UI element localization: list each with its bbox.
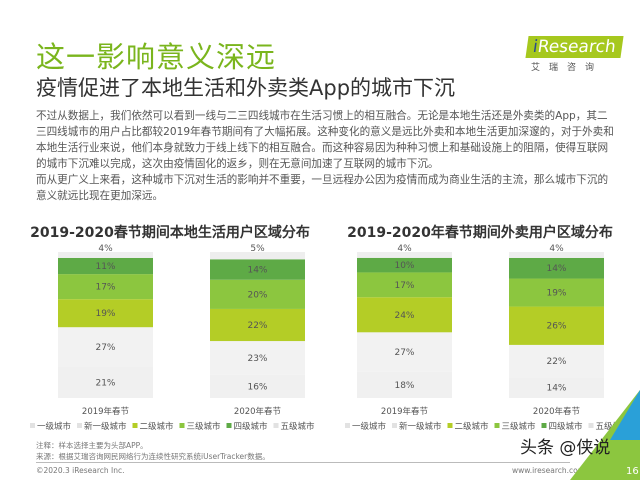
data-label: 26% xyxy=(546,322,566,332)
bar-segment xyxy=(210,308,305,342)
bar-segment xyxy=(210,252,305,260)
data-label: 19% xyxy=(95,309,115,319)
data-label: 5% xyxy=(250,244,265,254)
legend-label: 三级城市 xyxy=(502,421,537,432)
data-label: 22% xyxy=(546,357,566,367)
legend-label: 一级城市 xyxy=(37,421,72,432)
bar-segment xyxy=(210,259,305,280)
legend-swatch xyxy=(179,423,185,428)
bar-segment xyxy=(357,332,452,372)
legend-swatch xyxy=(392,423,397,428)
bar-segment xyxy=(509,344,604,378)
bar-segment xyxy=(357,297,452,333)
data-label: 11% xyxy=(95,262,115,272)
legend-swatch xyxy=(447,423,453,428)
bar-segment xyxy=(58,252,153,258)
legend-label: 四级城市 xyxy=(549,421,584,432)
category-label: 2019年春节 xyxy=(381,406,429,417)
page-subtitle: 疫情促进了本地生活和外卖类App的城市下沉 xyxy=(36,76,456,100)
data-label: 4% xyxy=(549,244,564,254)
data-label: 18% xyxy=(394,381,414,391)
corner-decoration xyxy=(610,390,640,440)
legend-label: 新一级城市 xyxy=(84,421,127,432)
legend-swatch xyxy=(226,423,232,428)
bar-segment xyxy=(210,374,305,398)
page-title: 这一影响意义深远 xyxy=(36,40,277,74)
chart-title-local-life: 2019-2020春节期间本地生活用户区域分布 xyxy=(30,225,310,241)
footer-divider xyxy=(36,462,570,463)
legend-swatch xyxy=(273,423,279,428)
bar-segment xyxy=(58,274,153,300)
category-label: 2020年春节 xyxy=(234,406,282,417)
iresearch-logo: iResearch 艾瑞咨询 xyxy=(525,36,633,73)
bar-segment xyxy=(58,327,153,368)
bar-segment xyxy=(509,306,604,345)
bar-segment xyxy=(509,252,604,258)
bar-segment xyxy=(509,278,604,307)
data-label: 4% xyxy=(397,244,412,254)
data-label: 4% xyxy=(98,244,113,254)
data-label: 14% xyxy=(247,266,267,276)
legend-swatch xyxy=(132,423,138,428)
data-label: 23% xyxy=(247,354,267,364)
category-label: 2020年春节 xyxy=(533,406,581,417)
legend-label: 四级城市 xyxy=(234,421,269,432)
legend-swatch xyxy=(345,423,350,428)
bar-segment xyxy=(509,257,604,279)
bar-segment xyxy=(58,257,153,275)
watermark: 头条 @侠说 xyxy=(520,438,611,458)
paragraph: 不过从数据上，我们依然可以看到一线与二三四线城市在生活习惯上的相互融合。无论是本… xyxy=(36,110,614,170)
bar-segment xyxy=(210,279,305,309)
notes: 注释：样本选择主要为头部APP。 来源：根据艾瑞咨询网民网络行为连续性研究系统iU… xyxy=(36,441,270,461)
data-label: 17% xyxy=(394,281,414,291)
data-label: 17% xyxy=(95,283,115,293)
data-label: 27% xyxy=(95,343,115,353)
data-label: 19% xyxy=(546,289,566,299)
legend-label: 二级城市 xyxy=(140,421,175,432)
legend-label: 一级城市 xyxy=(352,421,387,432)
data-label: 22% xyxy=(247,321,267,331)
data-label: 21% xyxy=(95,379,115,389)
paragraph: 而从更广义上来看，这种城市下沉对生活的影响并不重要，一旦远程办公因为疫情而成为商… xyxy=(36,174,609,202)
page-number: 16 xyxy=(626,466,639,477)
data-label: 24% xyxy=(394,311,414,321)
legend-swatch xyxy=(494,423,500,428)
bar-segment xyxy=(357,252,452,258)
data-label: 20% xyxy=(247,290,267,300)
bar-segment xyxy=(58,299,153,328)
bar-segment xyxy=(357,257,452,273)
data-label: 27% xyxy=(394,348,414,358)
bar-segment xyxy=(58,367,153,398)
body-text: 不过从数据上，我们依然可以看到一线与二三四线城市在生活习惯上的相互融合。无论是本… xyxy=(36,108,616,204)
bar-segment xyxy=(357,371,452,398)
legend-label: 三级城市 xyxy=(187,421,222,432)
copyright: ©2020.3 iResearch Inc. xyxy=(36,466,125,475)
chart-title-delivery: 2019-2020年春节期间外卖用户区域分布 xyxy=(347,225,613,241)
legend-label: 五级城市 xyxy=(281,421,316,432)
data-label: 14% xyxy=(546,264,566,274)
data-label: 14% xyxy=(546,384,566,394)
website: www.iresearch.com.cn xyxy=(512,466,597,475)
data-label: 10% xyxy=(394,261,414,271)
category-label: 2019年春节 xyxy=(82,406,130,417)
legend-swatch xyxy=(30,423,35,428)
bar-segment xyxy=(210,341,305,375)
legend-swatch xyxy=(541,423,547,428)
legend-label: 新一级城市 xyxy=(399,421,442,432)
bar-segment xyxy=(357,272,452,298)
legend-label: 二级城市 xyxy=(455,421,490,432)
data-label: 16% xyxy=(247,382,267,392)
legend-swatch xyxy=(77,423,82,428)
